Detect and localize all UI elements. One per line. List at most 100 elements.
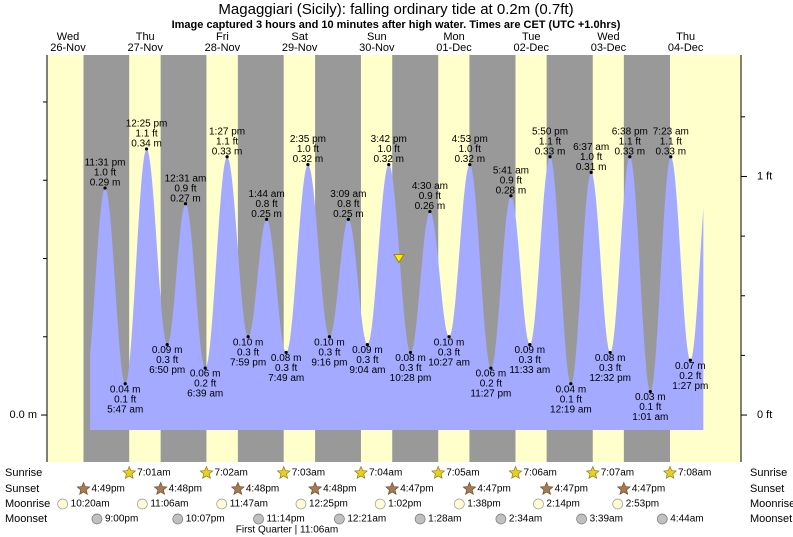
moonset-time: 2:34am [509, 514, 542, 525]
sunrise-time: 7:05am [446, 468, 479, 479]
tide-label: 1.0 ft [378, 144, 400, 155]
tide-label: 0.08 m [271, 353, 302, 364]
tide-label: 0.9 ft [419, 191, 441, 202]
tide-point [589, 170, 593, 175]
moonset-time: 10:07pm [186, 514, 225, 525]
tide-point [123, 382, 127, 386]
row-label: Sunrise [750, 467, 787, 479]
moonrise-icon [612, 498, 624, 510]
sunrise-time: 7:07am [601, 468, 634, 479]
date-label: 03-Dec [591, 42, 627, 54]
tide-label: 0.3 ft [275, 363, 297, 374]
moonrise-icon [295, 498, 307, 510]
tide-label: 3:42 pm [371, 134, 407, 145]
tide-label: 0.3 ft [399, 363, 421, 374]
moonset-icon [576, 513, 587, 525]
tide-label: 2:35 pm [290, 134, 326, 145]
tide-point [183, 202, 188, 206]
weekday-label: Thu [136, 31, 155, 43]
tide-label: 0.33 m [212, 146, 243, 157]
tide-label: 1.1 ft [216, 136, 238, 147]
tide-point [246, 335, 250, 339]
tide-label: 9:16 pm [311, 357, 347, 368]
tide-label: 0.26 m [415, 201, 446, 212]
tide-label: 0.25 m [333, 209, 364, 220]
date-label: 28-Nov [205, 42, 241, 54]
tide-label: 6:50 pm [149, 365, 185, 376]
moonrise-icon [216, 498, 228, 510]
moonset-icon [656, 513, 668, 525]
tide-label: 1:44 am [249, 189, 285, 200]
y2-tick-label: 0 ft [757, 409, 772, 421]
sunrise-icon [585, 465, 600, 480]
moonset-time: 11:14pm [267, 514, 305, 525]
tide-point [608, 350, 612, 355]
moonset-time: 12:21am [347, 514, 386, 525]
weekday-label: Wed [597, 31, 619, 43]
tide-label: 0.2 ft [194, 379, 216, 390]
weekday-label: Sat [291, 31, 308, 43]
tide-point [648, 389, 652, 394]
tide-label: 6:37 am [573, 142, 609, 153]
row-label: Moonset [5, 513, 47, 525]
tide-label: 1.0 ft [94, 168, 116, 179]
chart-subtitle: Image captured 3 hours and 10 minutes af… [172, 19, 621, 31]
sunset-icon [616, 481, 631, 496]
moon-phase: First Quarter | 11:06am [236, 525, 338, 536]
tide-label: 0.08 m [595, 353, 626, 364]
date-label: 30-Nov [359, 42, 395, 54]
moonset-icon [91, 513, 103, 525]
sunset-icon [539, 481, 554, 496]
tide-point [327, 335, 332, 339]
moonset-time: 3:39am [590, 514, 623, 525]
tide-label: 0.3 ft [237, 347, 259, 358]
tide-label: 11:33 am [509, 365, 550, 376]
tide-label: 0.04 m [110, 384, 141, 395]
row-label: Moonrise [750, 498, 793, 510]
row-label: Sunset [750, 483, 784, 495]
tide-label: 7:23 am [653, 126, 689, 137]
sunrise-icon [431, 465, 446, 480]
tide-label: 6:39 am [187, 389, 223, 400]
moonset-icon [495, 513, 507, 525]
sunset-time: 4:48pm [169, 484, 202, 495]
tide-label: 1.0 ft [580, 152, 602, 163]
tide-label: 0.06 m [476, 369, 507, 380]
tide-point [569, 382, 573, 386]
tide-label: 1:01 am [632, 412, 668, 423]
tide-label: 0.3 ft [438, 347, 460, 358]
sunset-time: 4:47pm [477, 484, 510, 495]
tide-point [103, 186, 107, 190]
date-label: 29-Nov [282, 42, 318, 54]
sunset-time: 4:48pm [323, 484, 356, 495]
tide-label: 0.09 m [152, 345, 183, 356]
sunrise-time: 7:04am [369, 468, 402, 479]
moonrise-time: 1:38pm [467, 499, 500, 510]
tide-point [284, 350, 288, 355]
weekday-label: Thu [676, 31, 695, 43]
moonrise-time: 2:14pm [546, 499, 579, 510]
tide-point [203, 366, 207, 370]
moonrise-time: 2:53pm [626, 499, 659, 510]
sunrise-icon [199, 465, 214, 480]
sunset-icon [308, 481, 323, 496]
sunrise-time: 7:06am [523, 468, 556, 479]
sunset-time: 4:47pm [555, 484, 588, 495]
tide-label: 0.07 m [675, 361, 706, 372]
sunset-icon [76, 481, 91, 496]
tide-label: 12:19 am [550, 404, 592, 415]
tide-label: 0.1 ft [114, 394, 136, 405]
sunrise-icon [508, 465, 523, 480]
tide-label: 0.33 m [656, 146, 687, 157]
tide-point [468, 162, 472, 167]
sunrise-icon [662, 465, 678, 480]
tide-label: 0.9 ft [174, 183, 196, 194]
date-label: 01-Dec [436, 42, 472, 54]
tide-label: 0.3 ft [519, 355, 541, 366]
row-label: Moonset [750, 513, 792, 525]
moonrise-icon [453, 498, 465, 510]
sunrise-time: 7:01am [137, 468, 170, 479]
tide-label: 11:31 pm [85, 158, 126, 169]
tide-label: 4:53 pm [452, 134, 488, 145]
